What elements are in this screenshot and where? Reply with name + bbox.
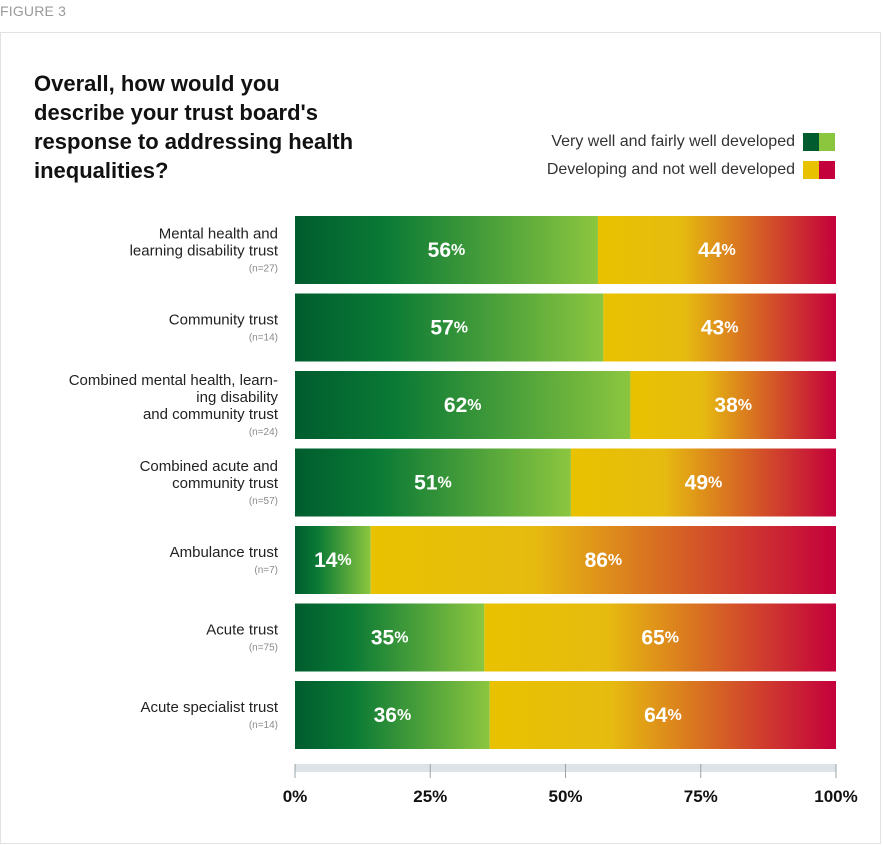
bar-positive-2 [295,371,631,439]
category-label-line: learning disability trust [130,243,279,260]
bar-positive-5 [295,603,485,672]
x-tick-label: 0% [283,787,308,806]
data-label-negative-2: 38% [714,394,752,417]
legend: Very well and fairly well developed Deve… [547,128,835,184]
category-label-line: Acute specialist trust [140,699,278,716]
data-label-positive-0: 56% [428,239,466,262]
bar-negative-1 [603,293,836,362]
x-tick-label: 50% [548,787,582,806]
category-label-line: Combined mental health, learn- [69,372,278,389]
bar-negative-2 [630,371,836,439]
data-label-negative-4: 86% [585,549,623,572]
figure-label: FIGURE 3 [0,3,67,19]
bar-negative-6 [489,681,836,749]
category-n-label: (n=24) [249,427,278,438]
category-n-label: (n=27) [249,264,278,275]
chart-panel [0,32,881,844]
bar-positive-6 [295,681,490,749]
category-label-line: and community trust [143,406,279,423]
category-label-line: Community trust [169,312,279,329]
chart-title: Overall, how would you describe your tru… [34,71,354,183]
legend-item-positive: Very well and fairly well developed [547,128,835,156]
data-label-positive-6: 36% [374,704,412,727]
category-label-line: ing disability [196,389,278,406]
bar-positive-4 [295,526,371,594]
data-label-negative-6: 64% [644,704,682,727]
category-label-4: Ambulance trust (n=7) [170,544,279,576]
bar-positive-1 [295,293,604,362]
bar-negative-3 [570,448,836,517]
category-label-6: Acute specialist trust (n=14) [140,699,278,731]
bar-negative-4 [370,526,836,594]
category-label-5: Acute trust (n=75) [206,622,279,654]
data-label-positive-4: 14% [314,549,352,572]
category-label-line: Ambulance trust [170,544,279,561]
legend-swatch-negative-yellow [803,161,819,179]
x-tick-label: 75% [684,787,718,806]
legend-swatch-positive-light [819,133,835,151]
legend-label-positive: Very well and fairly well developed [551,133,795,150]
category-n-label: (n=7) [254,565,278,576]
x-tick-label: 100% [814,787,857,806]
legend-swatch-negative-red [819,161,835,179]
category-n-label: (n=75) [249,643,278,654]
category-n-label: (n=14) [249,333,278,344]
legend-swatch-positive-dark [803,133,819,151]
data-label-negative-5: 65% [641,626,679,649]
data-label-negative-0: 44% [698,239,736,262]
x-tick-label: 25% [413,787,447,806]
data-label-positive-2: 62% [444,394,482,417]
data-label-negative-3: 49% [685,471,723,494]
category-label-1: Community trust (n=14) [169,312,279,344]
data-label-positive-1: 57% [430,316,468,339]
bar-negative-5 [484,603,836,672]
data-label-positive-5: 35% [371,626,409,649]
data-label-negative-1: 43% [701,316,739,339]
category-label-line: Acute trust [206,622,279,639]
bar-positive-0 [295,216,598,284]
bar-negative-0 [597,216,836,284]
category-label-line: community trust [172,475,279,492]
category-label-2: Combined mental health, learn-ing disabi… [69,372,279,438]
category-n-label: (n=57) [249,496,278,507]
legend-item-negative: Developing and not well developed [547,156,835,184]
category-n-label: (n=14) [249,720,278,731]
legend-label-negative: Developing and not well developed [546,161,795,178]
category-label-line: Combined acute and [140,458,278,475]
bar-positive-3 [295,448,571,517]
data-label-positive-3: 51% [414,471,452,494]
category-label-line: Mental health and [159,226,278,243]
